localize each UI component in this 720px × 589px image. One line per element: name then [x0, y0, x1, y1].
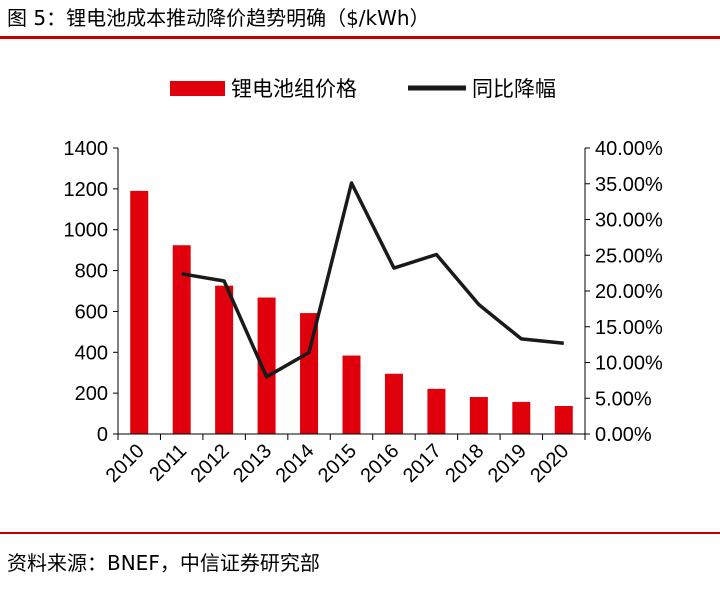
- right-tick-label: 5.00%: [595, 388, 652, 410]
- right-tick-label: 15.00%: [595, 317, 663, 339]
- line-series: [181, 181, 564, 379]
- x-tick-label: 2019: [484, 440, 531, 487]
- axes: [113, 147, 590, 440]
- legend-label-bar: 锂电池组价格: [231, 77, 357, 101]
- right-axis-labels: 0.00% 5.00% 10.00% 15.00% 20.00% 25.00% 30.00%…: [595, 138, 663, 446]
- left-tick-label: 1200: [64, 179, 109, 201]
- left-tick-label: 600: [75, 301, 108, 323]
- legend-bar-swatch: [170, 81, 225, 96]
- chart: 锂电池组价格 同比降幅 0 200 400 600 800 1000 1200 1400 0.0…: [64, 77, 664, 487]
- x-tick-label: 2011: [145, 440, 191, 486]
- legend: 锂电池组价格 同比降幅: [170, 77, 556, 101]
- x-tick-label: 2018: [441, 440, 488, 487]
- right-tick-label: 10.00%: [595, 353, 663, 375]
- x-axis-labels: 2010201120122013201420152016201720182019…: [102, 440, 574, 487]
- bar: [172, 245, 191, 434]
- bar: [130, 190, 149, 434]
- legend-label-line: 同比降幅: [472, 77, 556, 101]
- x-tick-label: 2010: [102, 440, 149, 487]
- figure-title: 图 5：锂电池成本推动降价趋势明确（$/kWh）: [7, 6, 430, 30]
- left-tick-label: 1400: [64, 138, 109, 160]
- bar: [512, 401, 531, 434]
- left-tick-label: 0: [97, 424, 108, 446]
- x-tick-label: 2012: [187, 440, 234, 487]
- bar: [257, 297, 276, 434]
- bar: [554, 406, 573, 434]
- bar: [469, 397, 488, 434]
- left-tick-label: 1000: [64, 220, 109, 242]
- title-divider: [0, 36, 720, 39]
- left-tick-label: 400: [75, 342, 108, 364]
- left-tick-label: 800: [75, 261, 108, 283]
- right-tick-label: 0.00%: [595, 424, 652, 446]
- x-tick-label: 2015: [314, 440, 361, 487]
- bar-series: [130, 190, 573, 434]
- right-tick-label: 25.00%: [595, 245, 663, 267]
- bar: [342, 355, 361, 434]
- source-note: 资料来源：BNEF，中信证券研究部: [7, 551, 320, 575]
- source-divider: [0, 532, 720, 534]
- right-tick-label: 40.00%: [595, 138, 663, 160]
- right-tick-label: 20.00%: [595, 281, 663, 303]
- x-tick-label: 2014: [272, 440, 319, 487]
- left-axis-labels: 0 200 400 600 800 1000 1200 1400: [64, 138, 109, 446]
- left-tick-label: 200: [75, 383, 108, 405]
- x-tick-label: 2020: [526, 440, 573, 487]
- x-tick-label: 2013: [229, 440, 276, 487]
- x-tick-label: 2017: [399, 440, 446, 487]
- bar: [384, 373, 403, 434]
- right-tick-label: 30.00%: [595, 210, 663, 232]
- x-tick-label: 2016: [356, 440, 403, 487]
- right-tick-label: 35.00%: [595, 174, 663, 196]
- bar: [300, 313, 319, 434]
- yoy-decline-line: [181, 181, 564, 379]
- bar: [215, 285, 234, 434]
- bar: [427, 388, 446, 434]
